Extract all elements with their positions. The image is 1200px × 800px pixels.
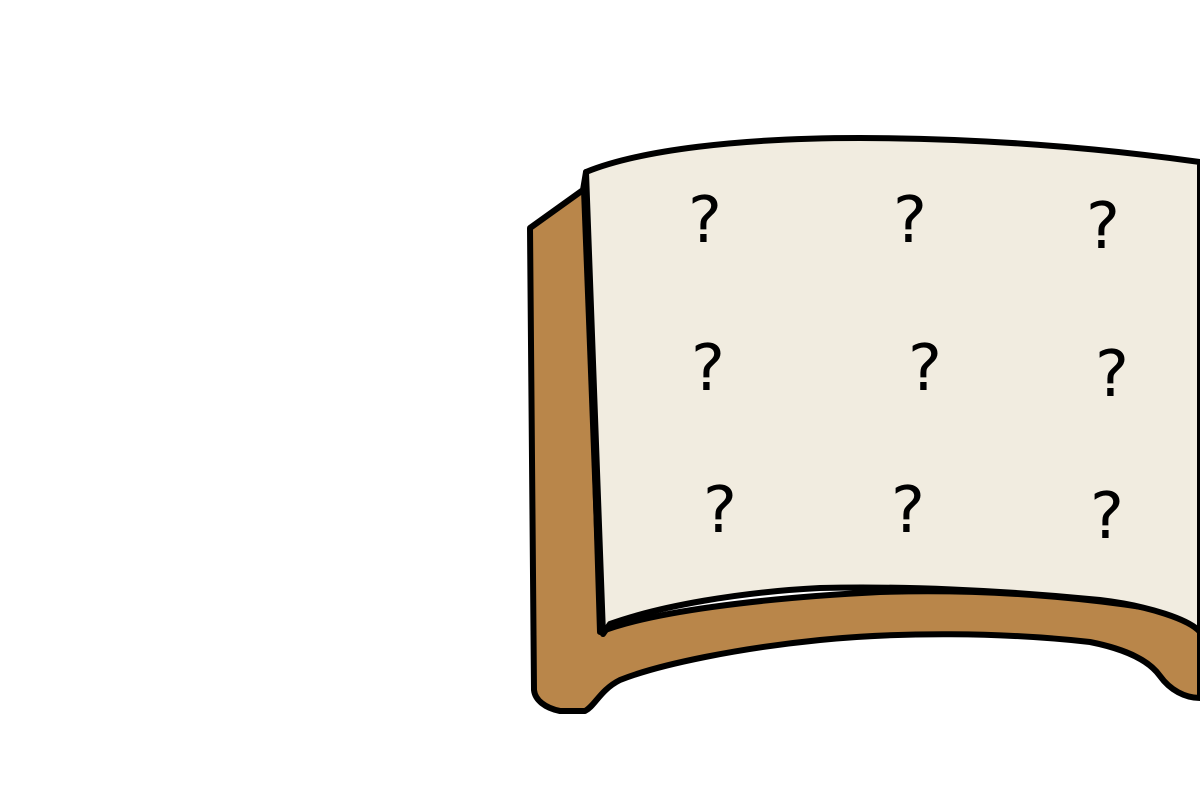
question-mark-2-1: ? [691, 332, 725, 406]
question-mark-3-1: ? [703, 474, 737, 548]
question-mark-3-3: ? [1090, 480, 1124, 554]
question-mark-1-1: ? [688, 184, 722, 258]
question-mark-1-2: ? [893, 184, 927, 258]
question-mark-3-2: ? [891, 474, 925, 548]
question-mark-2-3: ? [1095, 338, 1129, 412]
book-cover [527, 169, 1200, 714]
question-mark-grid: ????????? [688, 184, 1129, 554]
question-mark-1-3: ? [1086, 190, 1120, 264]
book-page [583, 135, 1200, 637]
book-spine-edge [581, 189, 602, 633]
question-mark-2-2: ? [908, 332, 942, 406]
